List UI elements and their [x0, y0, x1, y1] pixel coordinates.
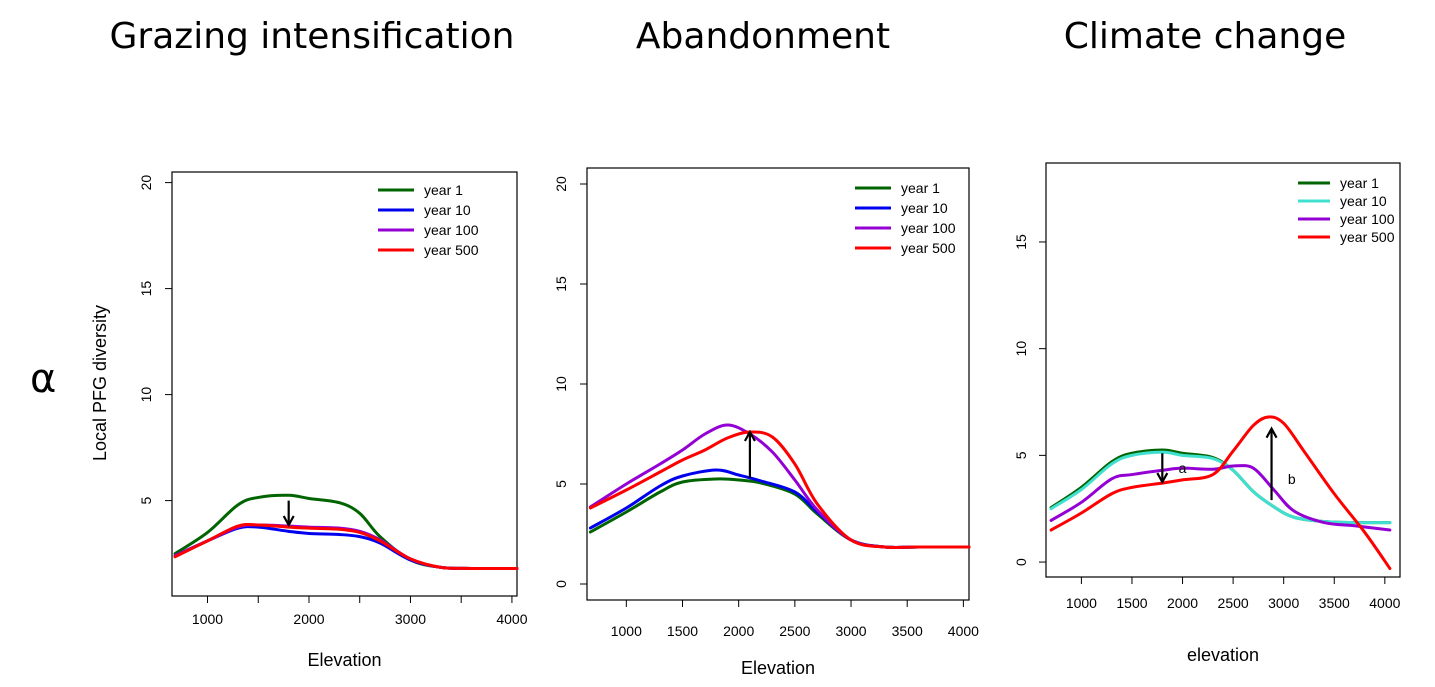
- x-tick-label: 3000: [835, 623, 866, 639]
- y-tick-label: 15: [138, 281, 154, 297]
- x-tick-label: 1000: [611, 623, 642, 639]
- series-line-year-100: [1049, 464, 1392, 532]
- legend-label: year 500: [424, 242, 479, 258]
- legend-label: year 100: [901, 220, 956, 236]
- y-tick-label: 5: [138, 496, 154, 504]
- arrow-head: [1156, 472, 1169, 485]
- arrow-head: [1265, 426, 1278, 439]
- x-tick-label: 1000: [1066, 595, 1097, 611]
- y-tick-label: 5: [553, 480, 569, 488]
- plot-frame: [1045, 162, 1401, 578]
- panel-title-climate: Climate change: [1063, 16, 1347, 57]
- y-tick-label: 20: [553, 176, 569, 192]
- x-tick-label: 1000: [192, 611, 223, 627]
- y-tick-label: 10: [1013, 341, 1029, 357]
- legend-label: year 500: [1340, 229, 1395, 245]
- legend-label: year 500: [901, 240, 956, 256]
- legend-label: year 10: [1340, 193, 1387, 209]
- plot-frame: [171, 171, 518, 597]
- legend-label: year 100: [424, 222, 479, 238]
- x-axis-label: Elevation: [741, 658, 815, 678]
- x-tick-label: 3500: [892, 623, 923, 639]
- legend-label: year 1: [1340, 175, 1379, 191]
- series-line-year-500: [1049, 415, 1392, 570]
- x-tick-label: 3000: [1268, 595, 1299, 611]
- x-tick-label: 3500: [1319, 595, 1350, 611]
- y-axis-label: Local PFG diversity: [90, 305, 110, 461]
- y-tick-label: 0: [1013, 558, 1029, 566]
- legend-label: year 100: [1340, 211, 1395, 227]
- legend-label: year 10: [424, 202, 471, 218]
- annotation-label: a: [1179, 460, 1187, 476]
- x-tick-label: 4000: [1369, 595, 1400, 611]
- panel-title-abandonment: Abandonment: [635, 16, 891, 57]
- legend-label: year 1: [424, 182, 463, 198]
- x-tick-label: 4000: [948, 623, 979, 639]
- legend-label: year 1: [901, 180, 940, 196]
- x-tick-label: 2500: [779, 623, 810, 639]
- row-label-alpha: α: [30, 356, 57, 402]
- y-tick-label: 10: [138, 387, 154, 403]
- y-tick-label: 15: [1013, 234, 1029, 250]
- legend-label: year 10: [901, 200, 948, 216]
- x-axis-label: Elevation: [307, 650, 381, 670]
- y-tick-label: 15: [553, 276, 569, 292]
- x-tick-label: 1500: [667, 623, 698, 639]
- series-line-year-500: [173, 522, 519, 571]
- x-tick-label: 2500: [1218, 595, 1249, 611]
- y-tick-label: 5: [1013, 451, 1029, 459]
- x-tick-label: 4000: [496, 611, 527, 627]
- x-tick-label: 1500: [1116, 595, 1147, 611]
- arrow-head: [743, 429, 756, 442]
- panel-title-grazing: Grazing intensification: [109, 16, 515, 57]
- y-tick-label: 10: [553, 376, 569, 392]
- y-tick-label: 20: [138, 175, 154, 191]
- annotation-label: b: [1288, 471, 1296, 487]
- x-tick-label: 2000: [723, 623, 754, 639]
- x-tick-label: 2000: [293, 611, 324, 627]
- x-axis-label: elevation: [1187, 645, 1259, 665]
- x-tick-label: 2000: [1167, 595, 1198, 611]
- series-line-year-500: [588, 430, 971, 550]
- arrow-head: [282, 515, 295, 528]
- y-tick-label: 0: [553, 580, 569, 588]
- x-tick-label: 3000: [395, 611, 426, 627]
